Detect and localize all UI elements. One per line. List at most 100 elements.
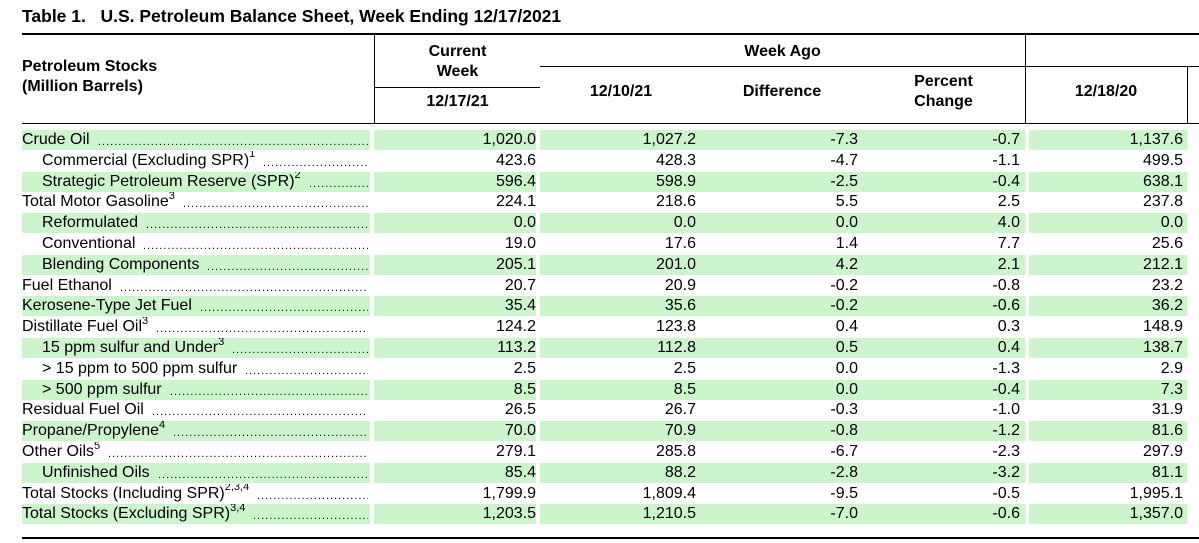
table-row: 15 ppm sulfur and Under3................… xyxy=(22,338,1199,358)
leader-dots: ........................................… xyxy=(98,136,368,148)
row-label-text: Strategic Petroleum Reserve (SPR) xyxy=(42,172,295,190)
cell-diff: 5.5 xyxy=(835,193,858,211)
table-row: > 15 ppm to 500 ppm sulfur..............… xyxy=(22,359,1199,379)
row-label-text: > 15 ppm to 500 ppm sulfur xyxy=(42,359,238,377)
current-week-line1: Current xyxy=(428,43,487,60)
row-shading xyxy=(1029,504,1187,525)
cell-pct: 0.4 xyxy=(997,339,1020,356)
row-label: Residual Fuel Oil xyxy=(22,400,144,420)
row-label: > 15 ppm to 500 ppm sulfur xyxy=(42,359,237,379)
cell-diff: -2.5 xyxy=(830,172,858,190)
leader-dots: ........................................… xyxy=(108,448,368,460)
leader-dots: ........................................… xyxy=(257,489,368,502)
row-shading xyxy=(22,130,370,150)
row-label: Unfinished Oils xyxy=(42,463,150,483)
stub-header: Petroleum Stocks (Million Barrels) xyxy=(22,57,157,97)
row-shading xyxy=(540,421,1025,442)
row-label-text: > 500 ppm sulfur xyxy=(42,380,162,398)
cell-week-ago: 112.8 xyxy=(657,339,696,356)
cell-year-ago: 23.2 xyxy=(1151,276,1183,294)
cell-pct: 0.3 xyxy=(997,318,1020,336)
row-label: 15 ppm sulfur and Under3 xyxy=(42,338,224,358)
row-shading xyxy=(374,171,536,192)
row-shading xyxy=(540,296,1025,317)
row-shading xyxy=(22,296,370,317)
row-shading xyxy=(1029,296,1187,317)
row-shading xyxy=(22,462,370,483)
cell-diff: 1.4 xyxy=(835,235,858,252)
row-label: Commercial (Excluding SPR)1 xyxy=(42,151,255,171)
row-shading xyxy=(22,421,370,442)
cell-current: 205.1 xyxy=(495,255,536,273)
row-label-text: Kerosene-Type Jet Fuel xyxy=(22,297,192,315)
footnote-marker: 2 xyxy=(294,171,301,182)
table-row: Crude Oil...............................… xyxy=(22,130,1199,150)
table-row: Unfinished Oils.........................… xyxy=(22,462,1199,483)
cell-week-ago: 218.6 xyxy=(655,193,696,211)
cell-week-ago: 428.3 xyxy=(655,151,696,169)
cell-diff: 0.0 xyxy=(835,214,858,232)
cell-current: 1,203.5 xyxy=(482,505,536,523)
cell-current: 8.5 xyxy=(513,380,536,398)
cell-year-ago: 81.1 xyxy=(1151,463,1183,481)
stub-header-line1: Petroleum Stocks xyxy=(22,58,158,75)
leader-dots: ........................................… xyxy=(263,156,368,169)
cell-current: 19.0 xyxy=(504,235,536,252)
table-row: Residual Fuel Oil.......................… xyxy=(22,400,1199,420)
stub-header-line2: (Million Barrels) xyxy=(22,78,143,95)
cell-diff: -7.0 xyxy=(830,505,858,523)
cell-current: 113.2 xyxy=(497,339,536,356)
row-label: Reformulated xyxy=(42,213,138,233)
row-shading xyxy=(22,254,370,275)
header-rule xyxy=(374,87,540,88)
column-divider xyxy=(1025,35,1026,123)
year-ago-date: 12/18/20 xyxy=(1074,83,1138,100)
cell-pct: -1.2 xyxy=(992,422,1020,440)
cell-year-ago: 7.3 xyxy=(1160,380,1183,398)
leader-dots: ........................................… xyxy=(152,406,368,419)
row-shading xyxy=(22,504,370,525)
cell-current: 0.0 xyxy=(513,214,536,232)
leader-dots: ........................................… xyxy=(183,198,368,211)
row-label-text: Crude Oil xyxy=(22,131,90,148)
leader-dots: ........................................… xyxy=(207,260,368,273)
top-rule xyxy=(22,33,1199,35)
leader-dots: ........................................… xyxy=(232,344,368,356)
row-shading xyxy=(22,213,370,234)
cell-week-ago: 0.0 xyxy=(673,214,696,232)
cell-pct: 2.5 xyxy=(997,193,1020,211)
column-divider xyxy=(374,35,375,123)
row-shading xyxy=(1029,171,1187,192)
row-shading xyxy=(1029,421,1187,442)
table-row: Commercial (Excluding SPR)1.............… xyxy=(22,151,1199,171)
row-label: > 500 ppm sulfur xyxy=(42,380,162,400)
footnote-marker: 5 xyxy=(94,442,101,452)
difference-header: Difference xyxy=(742,83,822,100)
cell-week-ago: 2.5 xyxy=(673,359,696,377)
row-shading xyxy=(1029,338,1187,358)
header-rule xyxy=(540,66,1025,67)
row-shading xyxy=(1029,130,1187,150)
table-row: Total Stocks (Including SPR)2,3,4.......… xyxy=(22,484,1199,504)
table-row: Total Motor Gasoline3...................… xyxy=(22,192,1199,212)
cell-diff: -4.7 xyxy=(830,151,858,169)
row-shading xyxy=(540,462,1025,483)
row-label-text: Total Motor Gasoline xyxy=(22,193,169,211)
row-label: Other Oils5 xyxy=(22,442,100,462)
cell-year-ago: 138.7 xyxy=(1142,339,1183,356)
row-shading xyxy=(540,171,1025,192)
week-ago-header: Week Ago xyxy=(744,43,821,60)
cell-week-ago: 285.8 xyxy=(655,443,696,460)
row-label: Conventional xyxy=(42,234,135,254)
row-label-text: Other Oils xyxy=(22,443,95,460)
row-shading xyxy=(374,130,536,150)
row-shading xyxy=(374,462,536,483)
leader-dots: ........................................… xyxy=(170,385,368,398)
cell-pct: -1.1 xyxy=(992,151,1020,169)
cell-pct: -0.4 xyxy=(992,172,1020,190)
bottom-rule xyxy=(22,537,1199,539)
row-shading xyxy=(540,254,1025,275)
row-label: Propane/Propylene4 xyxy=(22,421,165,441)
cell-diff: 0.0 xyxy=(835,359,858,377)
cell-year-ago: 499.5 xyxy=(1142,151,1183,169)
